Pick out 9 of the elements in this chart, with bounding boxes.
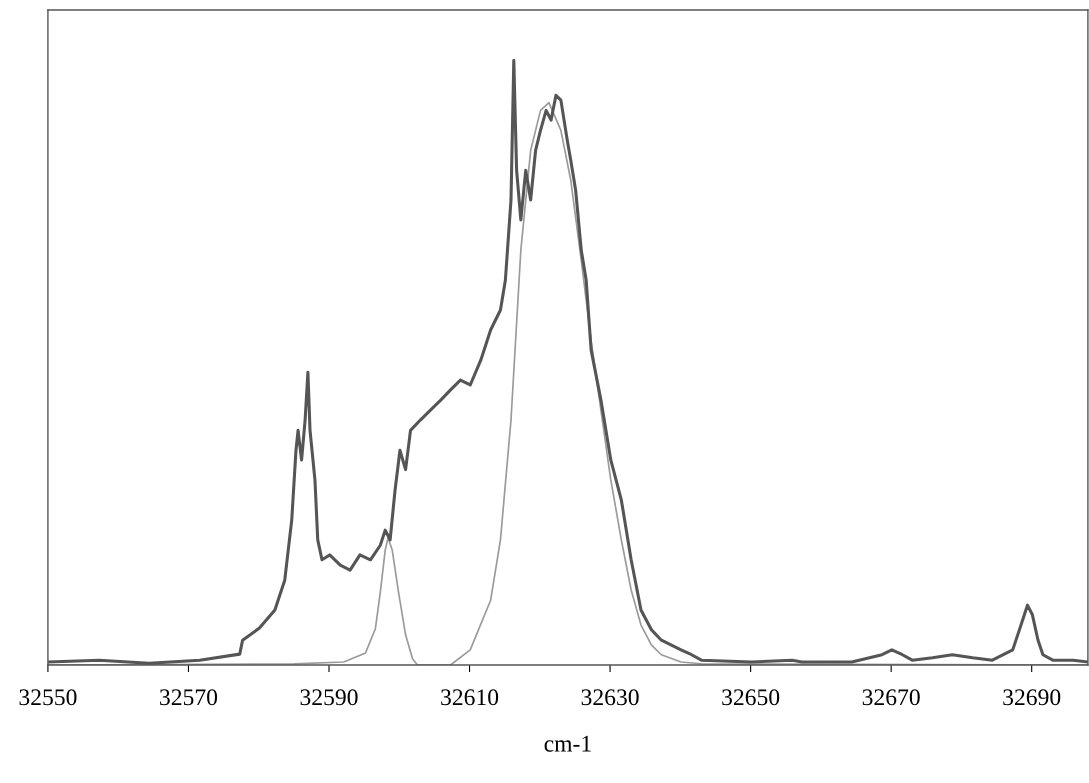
x-tick-label: 32650 [722,689,780,706]
x-tick-label: 32590 [300,689,358,706]
x-axis-title: cm-1 [544,735,591,752]
x-tick-label: 32550 [19,689,77,706]
x-tick-label: 32610 [441,689,499,706]
x-tick-label: 32690 [1003,689,1061,706]
x-tick-label: 32630 [581,689,639,706]
x-tick-label: 32670 [862,689,920,706]
x-tick-label: 32570 [160,689,218,706]
